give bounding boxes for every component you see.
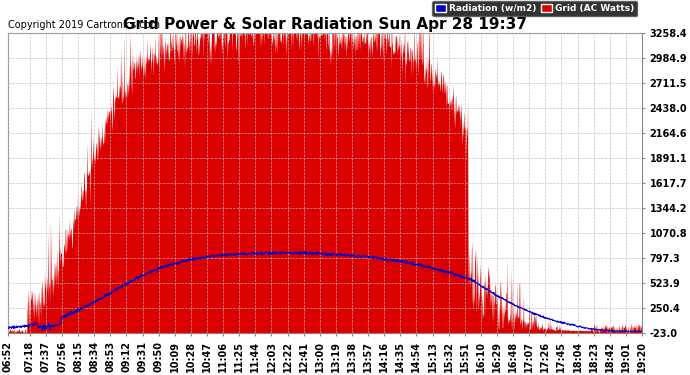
Legend: Radiation (w/m2), Grid (AC Watts): Radiation (w/m2), Grid (AC Watts) [432, 2, 638, 16]
Title: Grid Power & Solar Radiation Sun Apr 28 19:37: Grid Power & Solar Radiation Sun Apr 28 … [123, 17, 527, 32]
Text: Copyright 2019 Cartronics.com: Copyright 2019 Cartronics.com [8, 20, 160, 30]
